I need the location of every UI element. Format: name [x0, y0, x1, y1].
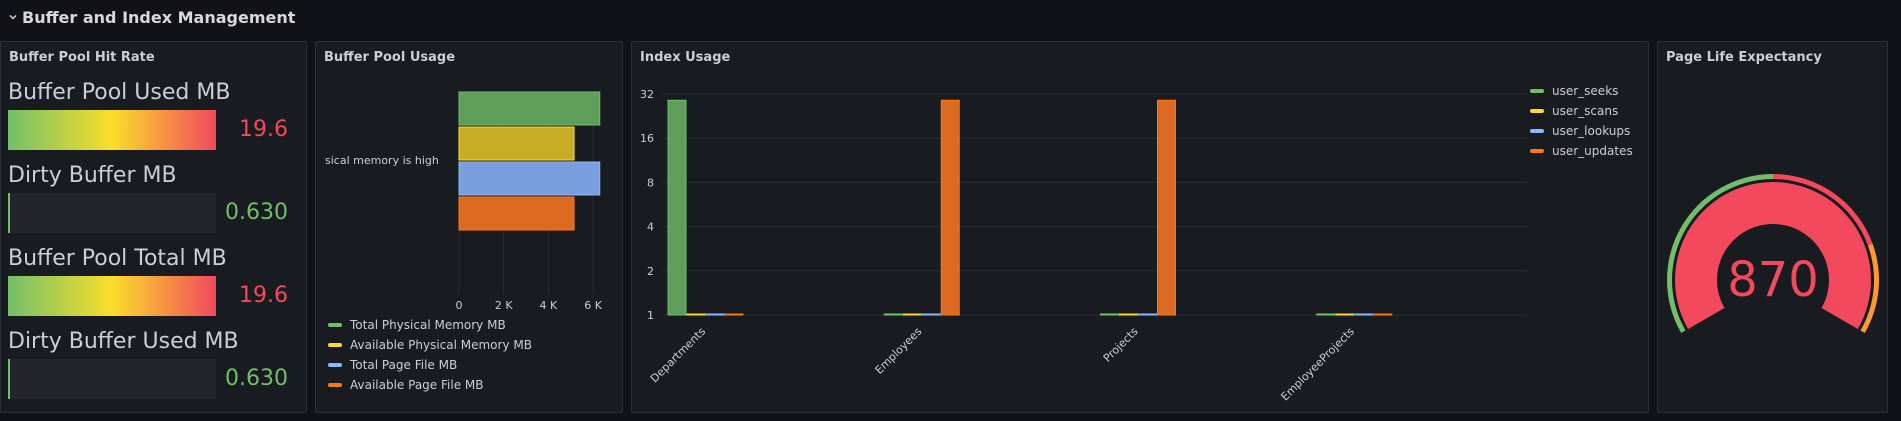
legend-label: user_seeks [1552, 84, 1619, 98]
y-tick-label: 32 [640, 88, 654, 101]
buffer-pool-usage-chart: 0 2 K 4 K 6 K sical memory is high [325, 91, 603, 312]
legend-label: user_scans [1552, 104, 1619, 118]
bar-employeeprojects-user-scans[interactable] [1335, 313, 1355, 316]
legend-swatch [328, 383, 342, 387]
bar-gauge-label: Dirty Buffer Used MB [8, 329, 239, 354]
chart-legend: user_seeks user_scans user_lookups user_upd… [1530, 84, 1633, 158]
bar-gauge-fill [8, 276, 216, 316]
bar-gauge-value: 19.6 [239, 283, 288, 308]
legend-swatch [1530, 109, 1544, 113]
bar-employeeprojects-user-updates[interactable] [1373, 313, 1393, 316]
bar-gauge-fill [8, 110, 216, 150]
buffer-pool-hit-rate-panel[interactable]: Buffer Pool Hit Rate Buffer Pool Used MB… [0, 41, 307, 413]
gauge-value: 870 [1727, 252, 1819, 308]
x-tick-label: 0 [456, 299, 463, 312]
legend-label: Available Physical Memory MB [350, 338, 532, 352]
chevron-down-icon [9, 15, 17, 20]
bar-employeeprojects-user-seeks[interactable] [1316, 313, 1336, 316]
x-category-label: Projects [1101, 325, 1141, 365]
x-category-label: EmployeeProjects [1278, 325, 1357, 404]
legend-swatch [328, 343, 342, 347]
index-usage-chart: 1 2 4 8 16 32 Departments Employees Projects Empl… [640, 88, 1527, 404]
x-category-label: Departments [648, 325, 709, 386]
bar-projects-user-updates[interactable] [1157, 99, 1176, 316]
legend-label: user_updates [1552, 144, 1633, 158]
bar-total-physical-memory-mb[interactable] [458, 91, 601, 126]
bar-gauge-value: 19.6 [239, 117, 288, 142]
legend-swatch [1530, 89, 1544, 93]
bar-departments-user-scans[interactable] [686, 313, 706, 316]
bar-gauge-track [8, 276, 216, 316]
index-usage-panel[interactable]: Index Usage 1 2 4 8 16 32 Departments Employees… [631, 41, 1649, 413]
bar-projects-user-lookups[interactable] [1138, 313, 1157, 316]
gauge-threshold-red [1773, 174, 1873, 246]
x-tick-label: 4 K [540, 299, 558, 312]
legend-swatch [328, 323, 342, 327]
legend-item-user-lookups[interactable]: user_lookups [1530, 124, 1633, 138]
bar-gauge-label: Buffer Pool Used MB [8, 80, 231, 105]
gauge-threshold-orange [1860, 243, 1879, 333]
bar-employees-user-updates[interactable] [940, 99, 960, 316]
y-tick-label: 1 [647, 309, 654, 322]
legend-item-user-scans[interactable]: user_scans [1530, 104, 1633, 118]
bar-available-page-file-mb[interactable] [458, 196, 575, 231]
row-collapse-toggle[interactable]: Buffer and Index Management [8, 6, 295, 28]
gauge-value-arc [1675, 182, 1871, 329]
bar-departments-user-lookups[interactable] [705, 313, 725, 316]
bar-employeeprojects-user-lookups[interactable] [1354, 313, 1374, 316]
x-tick-label: 2 K [495, 299, 513, 312]
bar-departments-user-seeks[interactable] [667, 99, 687, 316]
row-title: Buffer and Index Management [22, 7, 296, 27]
bar-projects-user-seeks[interactable] [1100, 313, 1119, 316]
bar-gauge-value: 0.630 [225, 200, 288, 225]
bar-employees-user-seeks[interactable] [883, 313, 903, 316]
buffer-pool-usage-panel[interactable]: Buffer Pool Usage 0 2 K 4 K 6 K sical memory… [315, 41, 623, 413]
legend-swatch [1530, 129, 1544, 133]
legend-item-user-updates[interactable]: user_updates [1530, 144, 1633, 158]
category-label: sical memory is high [325, 154, 439, 167]
bar-departments-user-updates[interactable] [724, 313, 744, 316]
bar-projects-user-scans[interactable] [1119, 313, 1138, 316]
chart-legend: Total Physical Memory MB Available Physic… [328, 318, 532, 392]
bar-employees-user-scans[interactable] [902, 313, 922, 316]
legend-item-available-page-file-mb[interactable]: Available Page File MB [328, 378, 532, 392]
bar-gauge-track [8, 110, 216, 150]
legend-swatch [1530, 149, 1544, 153]
page-life-expectancy-gauge: 870 [1667, 174, 1879, 333]
panel-title: Buffer Pool Hit Rate [9, 50, 155, 65]
legend-item-total-page-file-mb[interactable]: Total Page File MB [328, 358, 532, 372]
panel-title: Page Life Expectancy [1666, 50, 1822, 65]
legend-item-total-physical-memory-mb[interactable]: Total Physical Memory MB [328, 318, 532, 332]
legend-label: user_lookups [1552, 124, 1631, 138]
legend-swatch [328, 363, 342, 367]
bar-gauge-fill [8, 193, 11, 233]
panel-title: Index Usage [640, 50, 731, 65]
page-life-expectancy-panel[interactable]: Page Life Expectancy 870 [1657, 41, 1888, 413]
legend-label: Available Page File MB [350, 378, 484, 392]
legend-item-available-physical-memory-mb[interactable]: Available Physical Memory MB [328, 338, 532, 352]
bar-gauge-label: Dirty Buffer MB [8, 163, 177, 188]
gauge-threshold-green [1667, 174, 1773, 333]
panel-title: Buffer Pool Usage [324, 50, 456, 65]
bar-gauge-label: Buffer Pool Total MB [8, 246, 227, 271]
x-tick-label: 6 K [584, 299, 602, 312]
bar-available-physical-memory-mb[interactable] [458, 126, 575, 161]
bar-gauge-track [8, 359, 216, 399]
legend-label: Total Physical Memory MB [350, 318, 506, 332]
y-tick-label: 16 [640, 132, 654, 145]
bar-total-page-file-mb[interactable] [458, 161, 601, 196]
legend-item-user-seeks[interactable]: user_seeks [1530, 84, 1633, 98]
y-tick-label: 2 [647, 265, 654, 278]
bar-gauge-track [8, 193, 216, 233]
y-tick-label: 4 [647, 221, 654, 234]
y-tick-label: 8 [647, 176, 654, 189]
bar-gauge-value: 0.630 [225, 366, 288, 391]
x-category-label: Employees [873, 325, 925, 377]
bar-gauge-fill [8, 359, 11, 399]
legend-label: Total Page File MB [350, 358, 458, 372]
bar-employees-user-lookups[interactable] [921, 313, 941, 316]
